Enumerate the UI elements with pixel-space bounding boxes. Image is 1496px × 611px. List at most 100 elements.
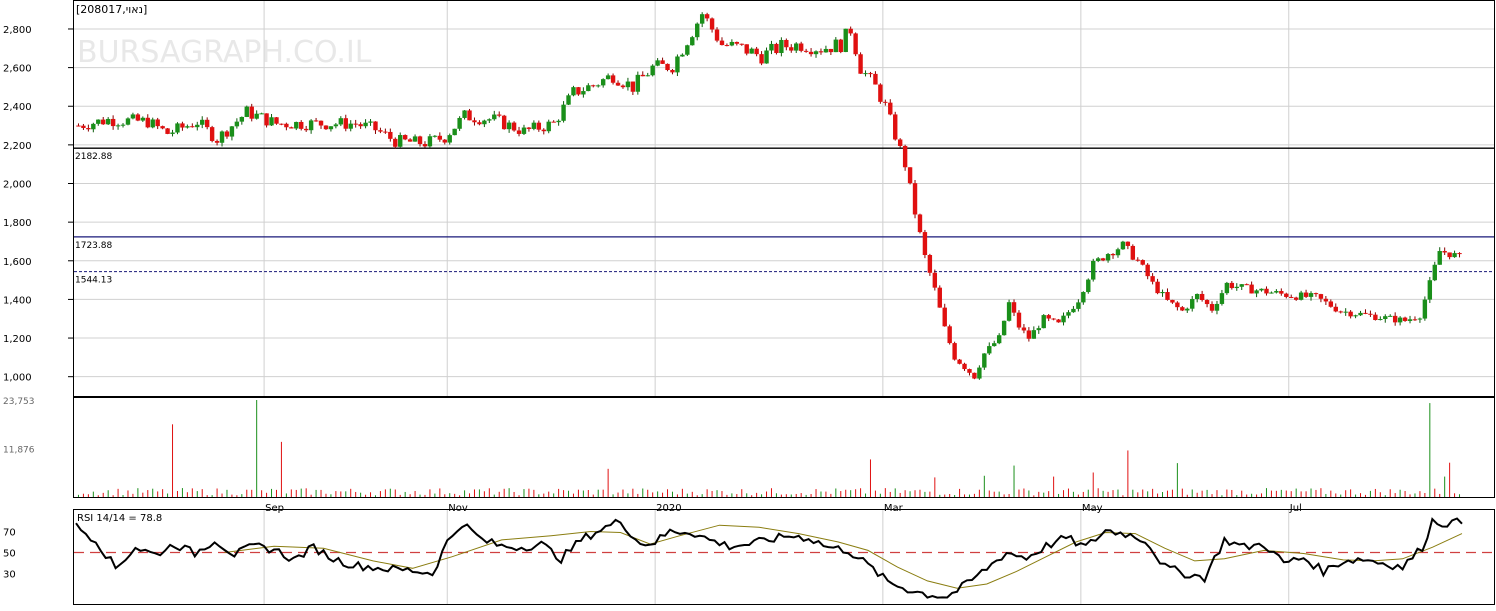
candle-body (1427, 280, 1433, 300)
candle-body (96, 119, 101, 124)
candle-body (289, 127, 294, 129)
candle-body (808, 51, 814, 55)
candle-body (873, 73, 878, 85)
candle-body (130, 114, 136, 119)
volume-axis: 23,753 11,876 (3, 397, 35, 456)
candle-body (1130, 245, 1136, 260)
candle-body (645, 75, 650, 77)
candle-body (803, 50, 809, 52)
reference-line-label: 2182.88 (75, 152, 112, 162)
candle-body (610, 75, 616, 83)
candle-body (1145, 264, 1150, 277)
candle-body (244, 106, 249, 117)
candle-body (1397, 317, 1403, 323)
candle-body (195, 124, 200, 128)
candle-body (264, 113, 269, 126)
candle-body (259, 113, 264, 115)
candle-body (368, 121, 373, 123)
month-label: Sep (265, 503, 284, 514)
candle-body (912, 183, 918, 215)
candle-body (125, 118, 131, 125)
candle-body (551, 121, 556, 123)
candles (76, 12, 1462, 380)
candle-body (353, 123, 358, 125)
candle-body (556, 120, 561, 123)
candle-body (571, 87, 576, 96)
candle-body (1224, 282, 1230, 294)
candle-body (546, 121, 551, 132)
candle-body (363, 122, 368, 127)
candle-body (200, 119, 205, 125)
candle-body (224, 131, 230, 137)
candle-body (1026, 330, 1032, 339)
candle-body (581, 91, 586, 95)
candle-body (1333, 306, 1338, 312)
candle-body (1259, 288, 1264, 291)
candle-body (1338, 311, 1343, 313)
candle-body (893, 114, 898, 140)
candle-body (511, 122, 517, 131)
candle-body (333, 124, 339, 127)
candle-body (962, 363, 967, 370)
candle-body (1194, 293, 1200, 300)
candle-body (1214, 303, 1220, 311)
candle-body (1209, 304, 1215, 311)
candle-body (561, 104, 566, 121)
price-tick-label: 1,000 (3, 373, 32, 384)
candle-body (1348, 311, 1353, 317)
candle-body (982, 353, 987, 368)
candle-body (868, 73, 873, 75)
candle-body (338, 118, 344, 125)
candle-body (239, 116, 245, 122)
candle-body (516, 130, 522, 134)
candle-body (972, 372, 977, 379)
candle-body (1190, 299, 1195, 309)
month-labels: Sep Nov 2020 Mar May Jul (265, 503, 1302, 514)
candle-body (308, 120, 314, 131)
candle-body (1011, 302, 1017, 313)
candle-body (977, 367, 982, 379)
candle-body (1298, 292, 1304, 300)
candle-body (1368, 313, 1373, 315)
month-label: Mar (884, 503, 904, 514)
price-tick-label: 2,000 (3, 180, 32, 191)
rsi-tick-label: 50 (3, 549, 16, 560)
candle-body (709, 18, 715, 30)
candle-body (407, 139, 413, 142)
candle-body (373, 121, 378, 131)
candle-body (1318, 294, 1324, 299)
candle-body (932, 272, 938, 288)
candle-body (878, 84, 883, 102)
candle-body (313, 120, 319, 122)
candle-body (531, 122, 537, 129)
candle-body (630, 81, 636, 92)
candle-body (1412, 319, 1418, 321)
candle-body (269, 117, 274, 126)
volume-bars (77, 400, 1461, 497)
candle-body (744, 44, 749, 54)
candle-body (422, 144, 428, 147)
candle-body (1125, 241, 1131, 246)
candle-body (1383, 316, 1388, 320)
candle-body (1041, 315, 1046, 329)
candle-body (784, 39, 789, 48)
candle-body (888, 102, 893, 115)
candle-body (615, 82, 621, 86)
candle-body (566, 95, 571, 105)
candle-body (536, 122, 542, 130)
rsi-tick-label: 30 (3, 570, 16, 581)
candle-body (170, 132, 175, 134)
candle-body (1036, 328, 1041, 331)
candle-body (155, 119, 160, 127)
price-tick-label: 1,800 (3, 218, 32, 229)
candle-body (254, 113, 259, 119)
candle-body (927, 255, 933, 273)
candle-body (1021, 327, 1027, 331)
candle-body (670, 70, 675, 73)
candle-body (897, 139, 903, 146)
candle-body (620, 85, 626, 88)
candle-body (996, 335, 1002, 344)
candle-body (432, 135, 438, 137)
candle-body (76, 125, 81, 127)
